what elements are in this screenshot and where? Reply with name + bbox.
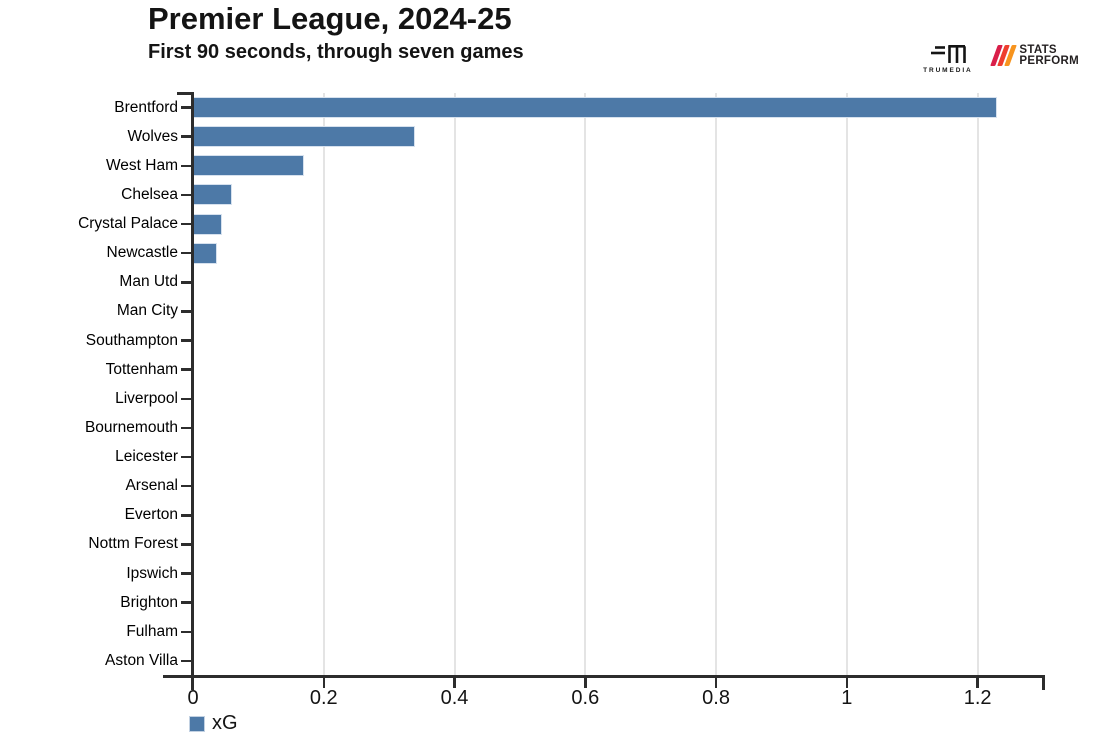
legend-swatch-xg — [189, 715, 205, 732]
y-tick — [180, 106, 193, 109]
y-axis-label-wolves: Wolves — [127, 127, 178, 145]
statsperform-wordmark-line2: PERFORM — [1019, 54, 1079, 67]
gridline — [322, 93, 325, 676]
y-axis-label-chelsea: Chelsea — [121, 185, 178, 203]
trumedia-icon — [930, 45, 966, 63]
gridline — [715, 93, 718, 676]
statsperform-logo: STATS PERFORM — [990, 45, 1079, 66]
trumedia-wordmark: TRUMEDIA — [923, 67, 973, 74]
x-tick — [322, 675, 326, 688]
x-axis-tick-label: 1.2 — [963, 687, 992, 709]
y-tick — [180, 135, 193, 138]
legend-label: xG — [212, 712, 238, 734]
y-axis-label-west-ham: West Ham — [105, 156, 178, 174]
y-axis-label-brighton: Brighton — [120, 593, 178, 611]
x-tick — [191, 675, 195, 688]
bar-chelsea — [193, 184, 233, 206]
y-tick — [180, 601, 193, 604]
y-tick — [180, 514, 193, 517]
y-tick — [180, 659, 193, 663]
y-axis-label-liverpool: Liverpool — [115, 389, 178, 407]
y-axis-line — [191, 93, 194, 690]
trumedia-logo: TRUMEDIA — [918, 44, 978, 74]
x-tick — [714, 675, 718, 688]
x-axis-end-cap — [1042, 674, 1045, 690]
x-axis-line — [163, 674, 1043, 678]
y-tick — [180, 630, 193, 634]
bar-west-ham — [193, 155, 305, 177]
y-axis-label-arsenal: Arsenal — [125, 477, 178, 495]
y-axis-label-nottm-forest: Nottm Forest — [88, 535, 178, 553]
x-axis-tick-label: 0.6 — [571, 687, 600, 709]
y-axis-label-leicester: Leicester — [115, 448, 178, 466]
y-axis-label-crystal-palace: Crystal Palace — [78, 215, 178, 233]
y-axis-label-aston-villa: Aston Villa — [105, 651, 178, 669]
x-tick — [845, 675, 849, 688]
legend: xG — [189, 712, 238, 735]
page-title: Premier League, 2024-25 — [148, 1, 512, 36]
y-tick — [180, 426, 193, 430]
statsperform-wordmark-line1: STATS — [1019, 44, 1057, 56]
y-axis-label-brentford: Brentford — [114, 98, 178, 116]
y-axis-label-newcastle: Newcastle — [106, 244, 179, 262]
y-tick — [180, 193, 193, 197]
x-tick — [453, 675, 456, 688]
x-tick — [976, 675, 979, 688]
y-tick — [180, 484, 193, 488]
y-axis-label-bournemouth: Bournemouth — [84, 418, 178, 436]
y-tick — [180, 397, 193, 401]
x-axis-tick-label: 0 — [187, 687, 199, 709]
y-tick — [180, 281, 193, 284]
bar-brentford — [193, 97, 998, 119]
gridline — [584, 93, 587, 676]
page-subtitle: First 90 seconds, through seven games — [148, 41, 524, 63]
y-tick — [180, 543, 193, 546]
branding-logos: TRUMEDIA STATS PERFORM — [918, 44, 1079, 74]
y-axis-label-fulham: Fulham — [126, 622, 178, 640]
x-axis-tick-label: 1 — [841, 687, 853, 709]
y-tick — [180, 310, 193, 313]
gridline — [976, 93, 979, 676]
gridline — [845, 93, 848, 676]
y-axis-label-tottenham: Tottenham — [105, 360, 178, 378]
bar-wolves — [193, 126, 416, 148]
y-tick — [180, 222, 193, 226]
y-tick — [180, 368, 193, 371]
y-axis-label-everton: Everton — [124, 506, 178, 524]
x-tick — [584, 675, 587, 688]
x-axis-tick-label: 0.2 — [309, 687, 338, 709]
x-axis-tick-label: 0.8 — [702, 687, 730, 709]
y-tick — [180, 455, 193, 459]
y-axis-label-man-city: Man City — [116, 302, 178, 320]
y-axis-label-southampton: Southampton — [85, 331, 178, 349]
y-tick — [180, 572, 193, 575]
y-axis-label-ipswich: Ipswich — [126, 564, 178, 582]
x-axis-tick-label: 0.4 — [440, 687, 469, 709]
y-axis-end-cap — [177, 92, 194, 95]
bar-newcastle — [193, 242, 218, 264]
statsperform-wordmark: STATS PERFORM — [1019, 45, 1079, 66]
y-tick — [180, 339, 193, 342]
bar-crystal-palace — [193, 213, 223, 235]
gridline — [453, 93, 456, 676]
y-tick — [180, 164, 193, 168]
y-tick — [180, 251, 193, 255]
y-axis-label-man-utd: Man Utd — [119, 273, 178, 291]
